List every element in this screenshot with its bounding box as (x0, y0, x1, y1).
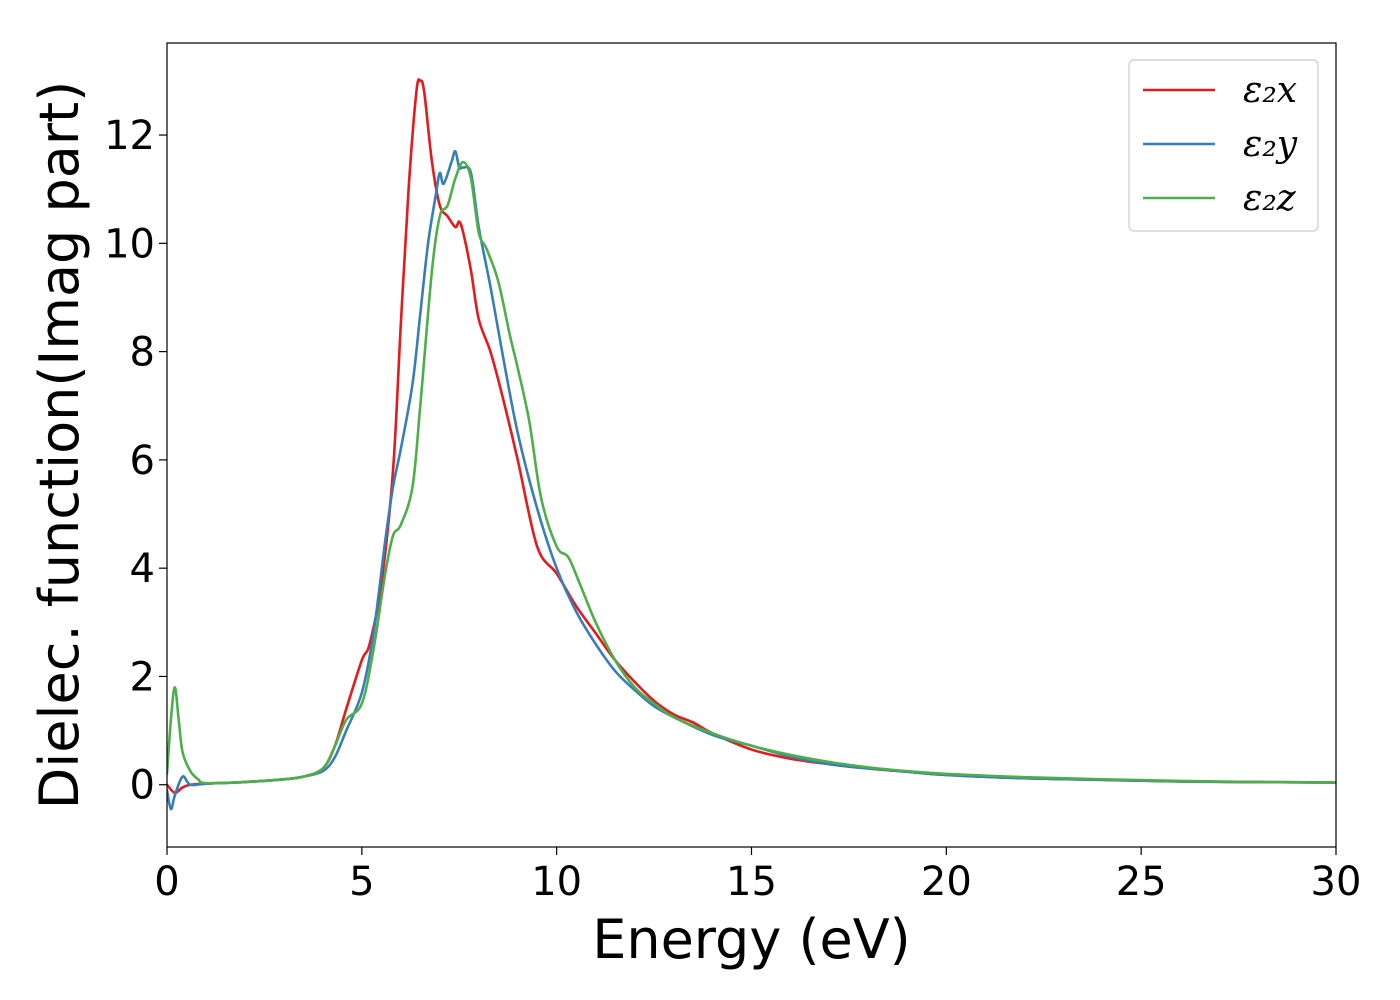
y-tick-label: 2 (130, 654, 155, 700)
legend-label-3: ε₂z (1243, 178, 1297, 219)
series-line-3 (167, 160, 1336, 785)
x-tick-label: 30 (1311, 859, 1362, 905)
x-tick-label: 10 (531, 859, 582, 905)
series-line-2 (167, 149, 1336, 811)
y-tick-label: 8 (130, 330, 155, 376)
plot-area (167, 78, 1336, 811)
x-tick-label: 15 (726, 859, 777, 905)
plot-frame (166, 42, 1337, 848)
x-tick-label: 0 (154, 859, 179, 905)
x-axis-ticks: 0 5 10 15 20 25 30 (154, 847, 1361, 905)
y-tick-label: 6 (130, 438, 155, 484)
legend-label-1: ε₂x (1243, 70, 1297, 111)
legend-label-2: ε₂y (1243, 124, 1298, 165)
legend-frame (1128, 59, 1319, 232)
y-tick-label: 4 (130, 546, 155, 592)
x-tick-label: 5 (349, 859, 374, 905)
y-tick-label: 0 (130, 763, 155, 809)
y-axis-label: Dielec. function(Imag part) (28, 81, 91, 810)
legend: ε₂x ε₂y ε₂z (1128, 59, 1319, 232)
x-tick-label: 20 (921, 859, 972, 905)
x-tick-label: 25 (1116, 859, 1167, 905)
y-tick-label: 10 (104, 221, 155, 267)
x-axis-label: Energy (eV) (592, 908, 911, 971)
y-tick-label: 12 (104, 113, 155, 159)
y-axis-ticks: 0 2 4 6 8 10 12 (104, 113, 167, 809)
